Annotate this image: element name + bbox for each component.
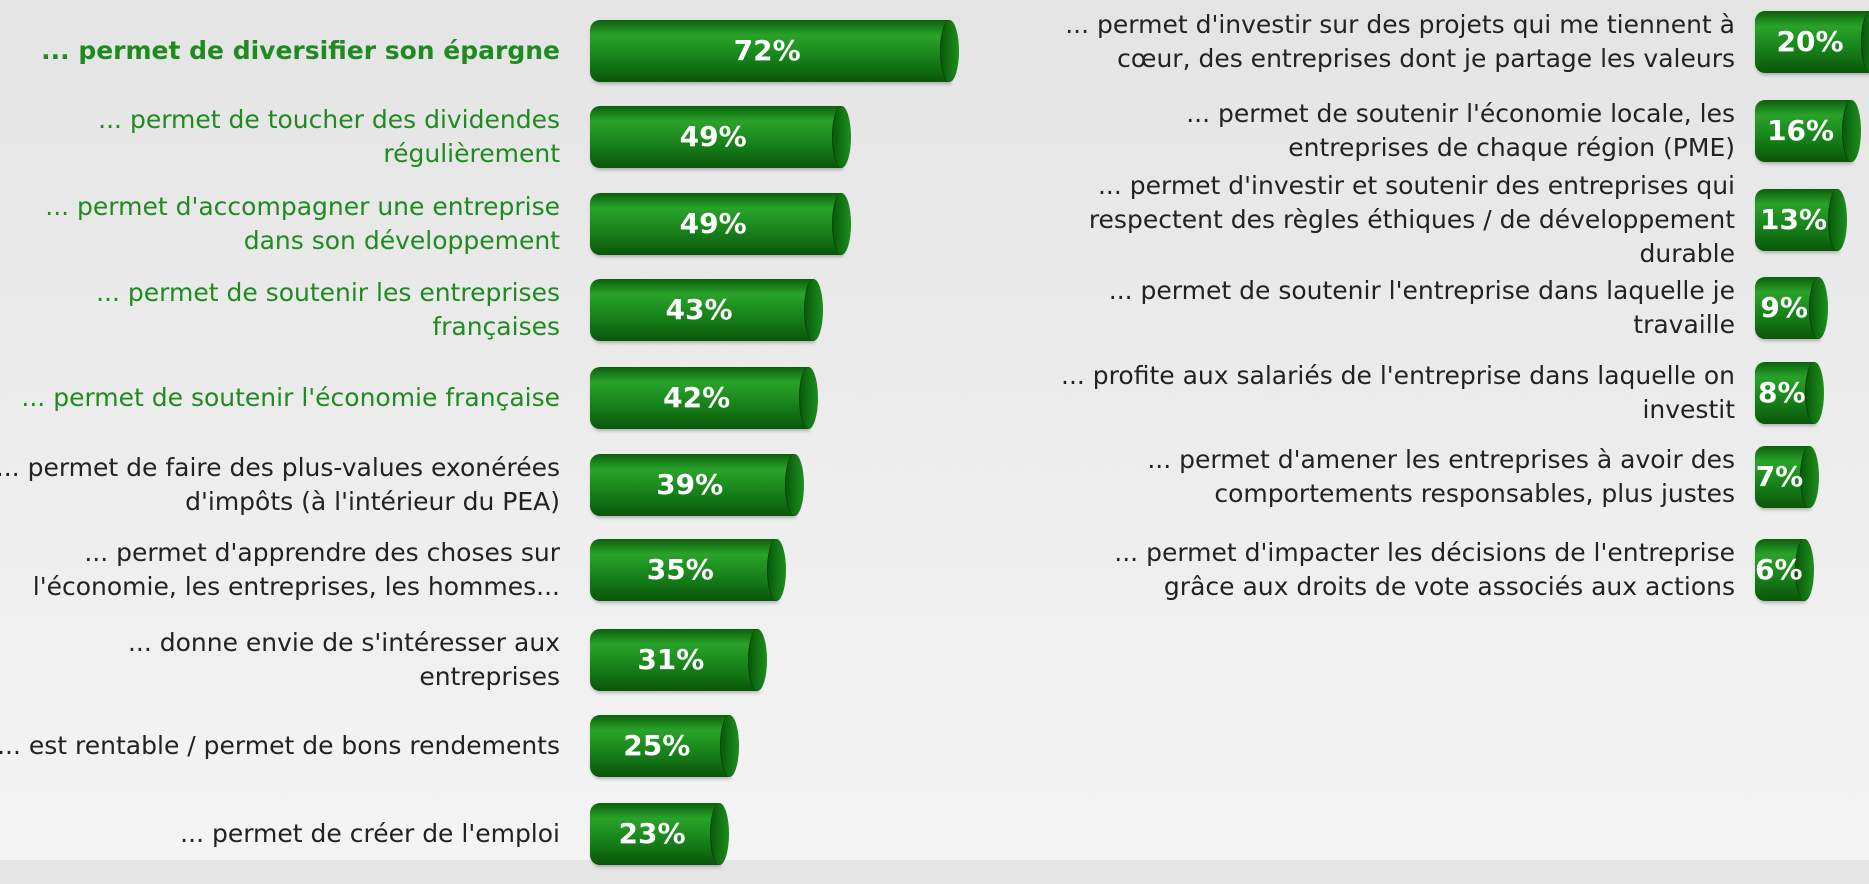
bar: 35%: [590, 539, 786, 601]
bar: 6%: [1755, 539, 1815, 601]
value-label: 8%: [1758, 376, 1806, 409]
bar-cap: [710, 803, 730, 865]
bar-cap: [940, 20, 960, 82]
bar-cap: [832, 193, 852, 255]
category-label: ... permet de soutenir l'économie locale…: [1186, 99, 1735, 162]
bar: 49%: [590, 106, 852, 168]
category-label: ... permet de faire des plus-values exon…: [0, 453, 560, 516]
category-label: ... permet d'apprendre des choses sur l'…: [32, 538, 560, 601]
category-label: ... permet de soutenir les entreprises f…: [96, 278, 560, 341]
category-label: ... permet d'impacter les décisions de l…: [1114, 538, 1735, 601]
category-label: ... permet de diversifier son épargne: [41, 36, 560, 65]
value-label: 49%: [679, 120, 747, 153]
bar: 42%: [590, 367, 819, 429]
bar-cap: [785, 454, 805, 516]
category-label: ... permet de soutenir l'économie frança…: [21, 383, 560, 412]
value-label: 72%: [733, 34, 801, 67]
bar-cap: [1804, 362, 1824, 424]
bar: 43%: [590, 279, 824, 341]
value-label: 42%: [663, 381, 731, 414]
value-label: 9%: [1760, 291, 1808, 324]
category-label: ... permet d'investir sur des projets qu…: [1065, 10, 1735, 73]
category-label: ... profite aux salariés de l'entreprise…: [1061, 361, 1735, 424]
category-label: ... est rentable / permet de bons rendem…: [0, 731, 560, 760]
bar: 20%: [1755, 11, 1869, 73]
value-label: 16%: [1767, 114, 1835, 147]
value-label: 43%: [665, 293, 733, 326]
page: ... permet de diversifier son épargne 72%…: [0, 0, 1869, 865]
bar-cap: [832, 106, 852, 168]
category-label: ... permet d'investir et soutenir des en…: [1088, 171, 1735, 268]
value-label: 7%: [1755, 460, 1804, 493]
bar: 72%: [590, 20, 960, 82]
category-label: ... permet d'amener les entreprises à av…: [1147, 445, 1735, 508]
value-label: 31%: [637, 643, 705, 676]
value-label: 23%: [618, 817, 686, 850]
value-label: 25%: [623, 729, 691, 762]
bar: 39%: [590, 454, 805, 516]
bar-cap: [1799, 446, 1819, 508]
bar-cap: [1861, 11, 1869, 73]
value-label: 39%: [656, 468, 724, 501]
bar: 23%: [590, 803, 730, 865]
bar: 9%: [1755, 277, 1829, 339]
value-label: 49%: [679, 207, 747, 240]
bar: 8%: [1755, 362, 1824, 424]
value-label: 6%: [1755, 553, 1803, 586]
bar-cap: [1795, 539, 1815, 601]
bar-cap: [719, 715, 739, 777]
bar: 25%: [590, 715, 739, 777]
bar-cap: [747, 629, 767, 691]
category-label: ... permet de toucher des dividendes rég…: [98, 105, 560, 168]
bar-cap: [1809, 277, 1829, 339]
bar-cap: [799, 367, 819, 429]
bar: 49%: [590, 193, 852, 255]
bar: 7%: [1755, 446, 1819, 508]
bar: 31%: [590, 629, 767, 691]
bar-cap: [1842, 100, 1862, 162]
category-label: ... donne envie de s'intéresser aux entr…: [127, 628, 560, 691]
value-label: 35%: [646, 553, 714, 586]
value-label: 13%: [1760, 203, 1828, 236]
bar-cap: [766, 539, 786, 601]
bar: 16%: [1755, 100, 1862, 162]
bar-cap: [1828, 189, 1848, 251]
bar: 13%: [1755, 189, 1848, 251]
category-label: ... permet d'accompagner une entreprise …: [45, 192, 560, 255]
category-label: ... permet de soutenir l'entreprise dans…: [1108, 276, 1735, 339]
bar-cap: [804, 279, 824, 341]
category-label: ... permet de créer de l'emploi: [180, 819, 560, 848]
value-label: 20%: [1776, 25, 1844, 58]
